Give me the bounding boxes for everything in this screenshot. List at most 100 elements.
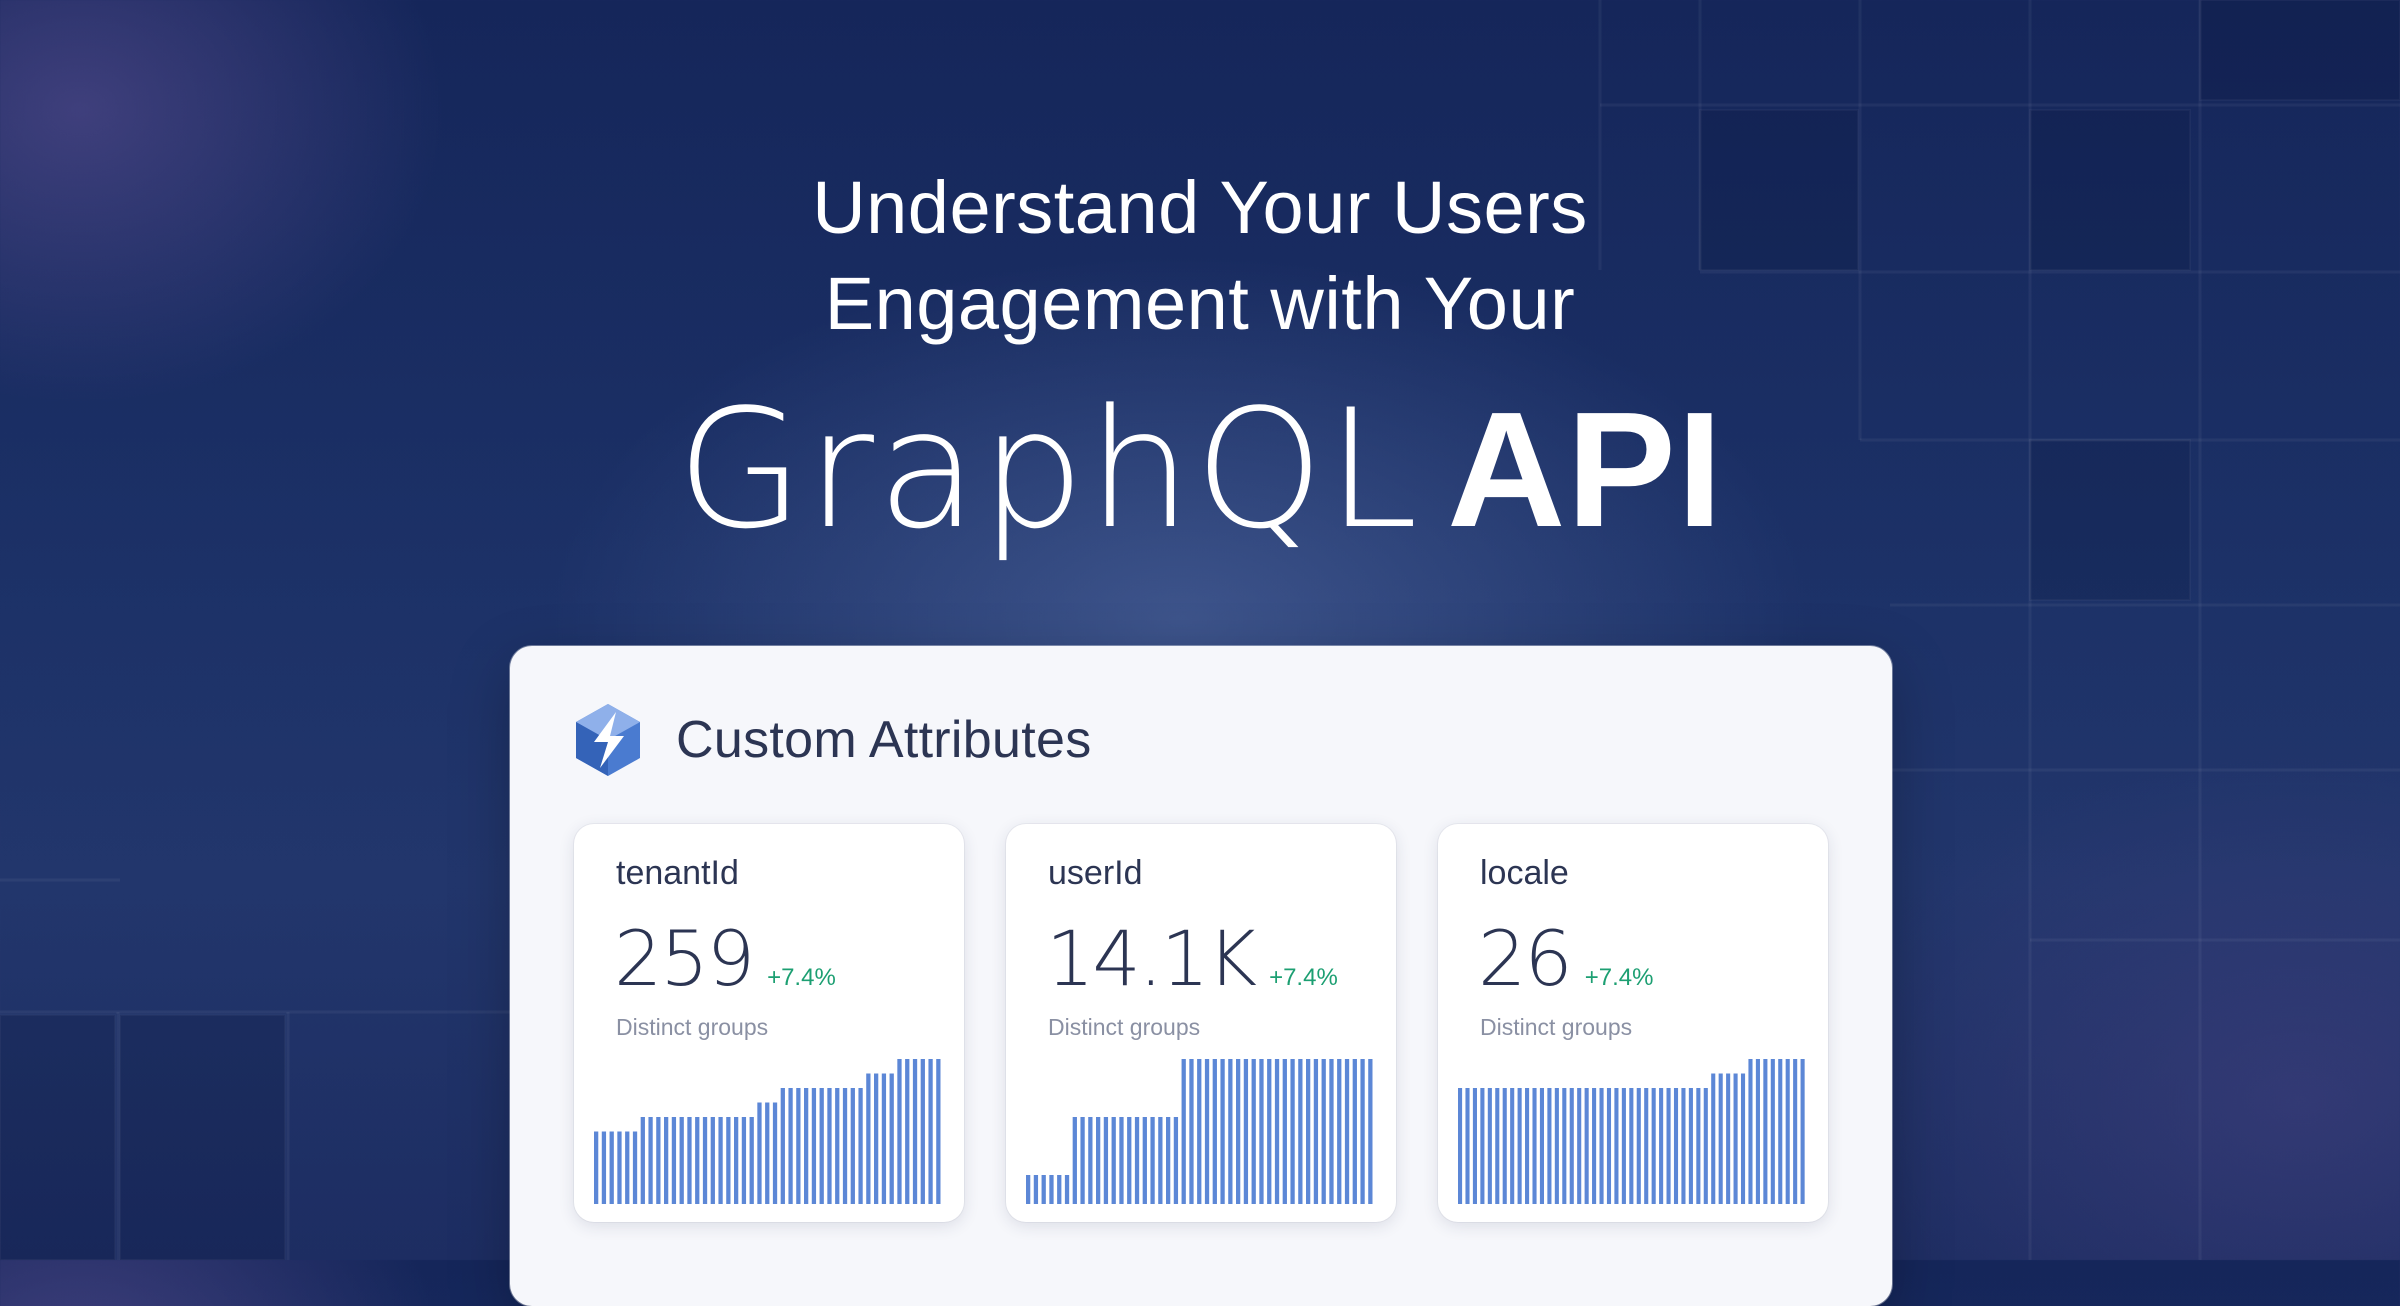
- card-label: userId: [1048, 854, 1143, 892]
- bar-mark: [1539, 1088, 1545, 1204]
- bar-mark: [1080, 1117, 1085, 1204]
- card-label: locale: [1480, 854, 1569, 892]
- attribute-card-tenantid[interactable]: tenantId 259 +7.4% Distinct groups: [574, 824, 964, 1222]
- bar-mark: [1306, 1059, 1311, 1204]
- bar-mark: [881, 1073, 887, 1204]
- bar-mark: [936, 1059, 941, 1204]
- bar-mark: [1770, 1059, 1775, 1204]
- bar-mark: [1711, 1073, 1716, 1204]
- bar-mark: [1673, 1088, 1679, 1204]
- bar-mark: [648, 1117, 653, 1204]
- bar-mark: [1119, 1117, 1124, 1204]
- card-value-row: 26 +7.4%: [1478, 914, 1653, 1004]
- bar-mark: [1800, 1059, 1805, 1204]
- bar-mark: [687, 1117, 692, 1204]
- bar-mark: [1487, 1088, 1492, 1204]
- bar-mark: [1696, 1088, 1701, 1204]
- bar-mark: [1197, 1059, 1202, 1204]
- bar-mark: [1517, 1088, 1522, 1204]
- bar-mark: [1726, 1073, 1731, 1204]
- bar-mark: [749, 1117, 754, 1204]
- bar-mark: [1352, 1059, 1357, 1204]
- bar-mark: [1472, 1088, 1477, 1204]
- card-subtitle: Distinct groups: [616, 1014, 769, 1040]
- panel-header: Custom Attributes: [572, 700, 1092, 780]
- bar-mark: [835, 1088, 840, 1204]
- bar-mark: [850, 1088, 855, 1204]
- bar-mark: [796, 1088, 801, 1204]
- bar-mark: [788, 1088, 793, 1204]
- attribute-card-userid[interactable]: userId 14.1K +7.4% Distinct groups: [1006, 824, 1396, 1222]
- card-bar-chart: [594, 1059, 941, 1204]
- bar-mark: [1150, 1117, 1155, 1204]
- bar-mark: [772, 1102, 778, 1204]
- bar-mark: [1057, 1175, 1062, 1204]
- bar-mark: [1718, 1073, 1723, 1204]
- bar-mark: [1344, 1059, 1350, 1204]
- bar-mark: [1569, 1088, 1574, 1204]
- bar-mark: [842, 1088, 848, 1204]
- card-value-row: 14.1K +7.4%: [1046, 914, 1338, 1004]
- bar-mark: [1158, 1117, 1163, 1204]
- bar-mark: [741, 1117, 747, 1204]
- card-bar-chart: [1458, 1059, 1805, 1204]
- custom-attributes-panel: Custom Attributes tenantId 259 +7.4% Dis…: [510, 646, 1892, 1306]
- bar-mark: [640, 1117, 645, 1204]
- bar-mark: [1368, 1059, 1373, 1204]
- stellate-logo-icon: [576, 704, 640, 776]
- bar-mark: [1041, 1175, 1046, 1204]
- hero-headline: Understand Your Users Engagement with Yo…: [0, 160, 2400, 560]
- bar-mark: [1636, 1088, 1641, 1204]
- bar-mark: [1189, 1059, 1194, 1204]
- bar-mark: [679, 1117, 684, 1204]
- bar-mark: [1547, 1088, 1552, 1204]
- headline-line-2: Engagement with Your: [824, 262, 1576, 345]
- bar-mark: [702, 1117, 708, 1204]
- bar-mark: [1313, 1059, 1319, 1204]
- bar-mark: [1733, 1073, 1738, 1204]
- bar-mark: [819, 1088, 824, 1204]
- bar-mark: [1778, 1059, 1783, 1204]
- headline-line-1: Understand Your Users: [812, 166, 1588, 249]
- bar-mark: [1243, 1059, 1249, 1204]
- card-subtitle: Distinct groups: [1480, 1014, 1633, 1040]
- card-value: 26: [1478, 914, 1573, 1003]
- bar-mark: [827, 1088, 832, 1204]
- bar-mark: [920, 1059, 925, 1204]
- attribute-card-locale[interactable]: locale 26 +7.4% Distinct groups: [1438, 824, 1828, 1222]
- bar-mark: [656, 1117, 661, 1204]
- bar-mark: [1793, 1059, 1798, 1204]
- bar-mark: [1166, 1117, 1171, 1204]
- bar-mark: [1606, 1088, 1612, 1204]
- bar-mark: [1614, 1088, 1619, 1204]
- bar-mark: [858, 1088, 863, 1204]
- bar-mark: [1088, 1117, 1093, 1204]
- bar-mark: [780, 1088, 785, 1204]
- bar-mark: [1502, 1088, 1507, 1204]
- headline-product: GraphQL API: [0, 380, 2400, 560]
- bar-mark: [1212, 1059, 1217, 1204]
- bar-mark: [1142, 1117, 1147, 1204]
- bar-mark: [757, 1102, 762, 1204]
- bar-mark: [1599, 1088, 1604, 1204]
- bar-mark: [1584, 1088, 1589, 1204]
- bar-mark: [1755, 1059, 1760, 1204]
- bar-mark: [1740, 1073, 1746, 1204]
- bar-mark: [1592, 1088, 1597, 1204]
- card-subtitle: Distinct groups: [1048, 1014, 1201, 1040]
- headline-graphql: GraphQL: [676, 374, 1422, 565]
- bar-mark: [1267, 1059, 1272, 1204]
- bar-mark: [1064, 1175, 1070, 1204]
- bar-mark: [866, 1073, 871, 1204]
- bar-mark: [1259, 1059, 1264, 1204]
- bar-mark: [718, 1117, 723, 1204]
- bar-mark: [1033, 1175, 1039, 1204]
- bar-mark: [1204, 1059, 1210, 1204]
- bar-mark: [1337, 1059, 1342, 1204]
- bar-mark: [1495, 1088, 1500, 1204]
- headline-api: API: [1447, 378, 1724, 561]
- bar-mark: [617, 1131, 622, 1204]
- bar-mark: [1173, 1117, 1179, 1204]
- bar-mark: [1465, 1088, 1470, 1204]
- bar-mark: [804, 1088, 809, 1204]
